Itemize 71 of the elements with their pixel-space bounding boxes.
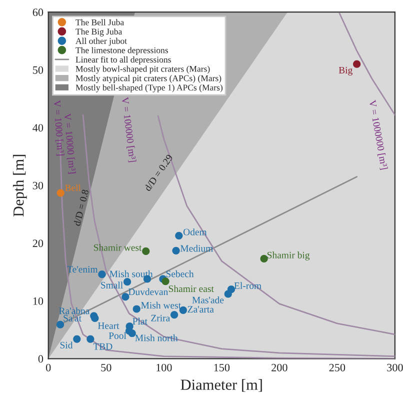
annotation: V = 1000000 [m³] (368, 100, 388, 170)
data-label: Shamir east (168, 285, 214, 292)
point (73, 335, 81, 343)
y-axis-title: Depth [m] (12, 154, 27, 217)
data-label: Zrira (151, 314, 170, 322)
legend-label: The Bell Juba (76, 19, 124, 26)
legend-label: Mostly bowl-shaped pit craters (Mars) (76, 66, 210, 74)
legend-label: Mostly atypical pit craters (APCs) (Mars) (76, 75, 222, 83)
data-label: Mas'ade (192, 296, 224, 304)
annotation: d/D = 0.29 (144, 154, 174, 192)
point (170, 310, 178, 319)
data-label: Pool (108, 332, 126, 339)
annotation: V = 100000 [m³] (120, 96, 136, 162)
x-tick-label: 200 (272, 364, 288, 372)
point (172, 246, 180, 254)
y-tick-label: 20 (32, 240, 44, 248)
data-label: Medium (180, 244, 213, 252)
data-label: Ra'abna (59, 307, 90, 314)
point (142, 247, 150, 256)
y-tick-label: 30 (32, 182, 44, 190)
line-series (338, 12, 395, 116)
y-tick-label: 40 (32, 124, 44, 132)
data-label: Plat (132, 318, 148, 325)
data-label: Duvdevan (128, 288, 168, 296)
point (162, 277, 170, 286)
data-label: Big (338, 66, 352, 76)
point (260, 254, 268, 263)
legend-label: Mostly bell-shaped (Type 1) APCs (Mars) (76, 84, 222, 92)
legend-label: The Big Juba (76, 28, 122, 36)
x-tick-label: 50 (101, 364, 112, 372)
legend-label: Linear fit to all depressions (76, 56, 171, 64)
annotation: V = 1000 [m³] (52, 100, 64, 156)
data-label: Shamir big (267, 252, 310, 260)
x-tick-label: 100 (156, 364, 172, 372)
data-label: Sa'at (64, 314, 82, 322)
data-label: Za'arta (188, 306, 214, 313)
data-label: Te'enim (67, 266, 98, 273)
x-tick-label: 250 (329, 364, 346, 372)
point (179, 306, 187, 314)
data-label: Mish north (135, 334, 178, 342)
x-axis-title: Diameter [m] (180, 379, 262, 392)
y-tick-label: 0 (38, 355, 44, 363)
point (98, 270, 106, 278)
legend-label: The limestone depressions (76, 47, 168, 56)
data-label: Mish west (141, 302, 181, 309)
x-tick-label: 150 (214, 364, 230, 372)
x-tick-label: 300 (387, 364, 403, 372)
data-label: TBD (93, 343, 112, 350)
point (128, 329, 136, 338)
data-label: Odem (183, 228, 207, 236)
point (86, 335, 94, 343)
data-label: Bell (65, 184, 81, 192)
point (353, 60, 361, 68)
point (132, 305, 140, 313)
data-label: Small (101, 282, 123, 288)
y-tick-label: 60 (32, 8, 44, 16)
point (175, 232, 183, 240)
data-label: Sebech (166, 270, 194, 278)
x-tick-label: 0 (46, 364, 51, 372)
legend-label: All other jubot (76, 38, 127, 46)
point (56, 320, 64, 328)
point (227, 286, 236, 294)
point (123, 278, 132, 286)
data-label: Shamir west (94, 244, 142, 251)
data-label: Sid (60, 342, 73, 348)
data-label: El-rom (234, 282, 262, 290)
data-label: Heart (98, 322, 120, 330)
point (56, 189, 64, 197)
y-tick-label: 10 (33, 297, 44, 305)
point (122, 293, 130, 301)
y-tick-label: 50 (33, 66, 44, 74)
